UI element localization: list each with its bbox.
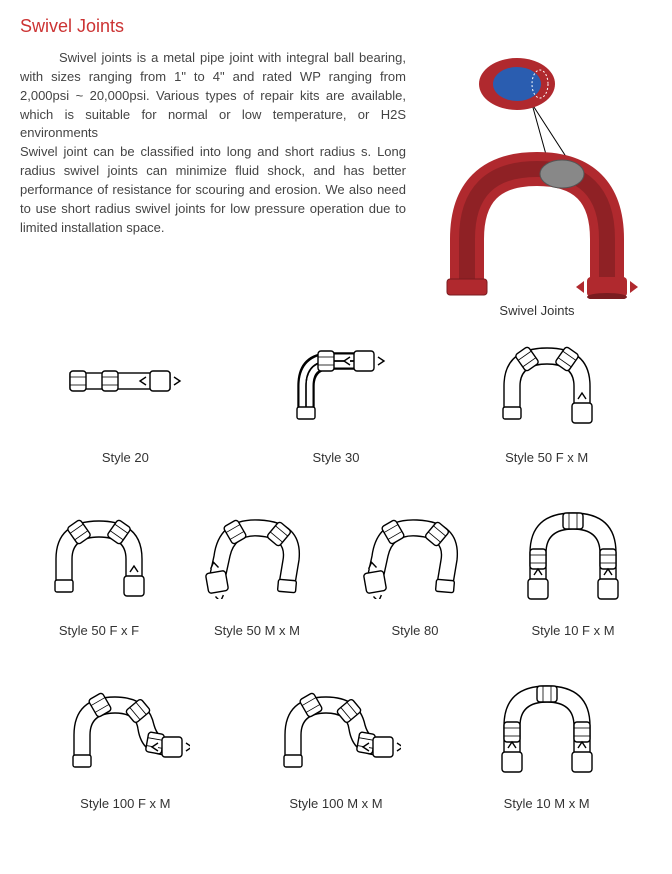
style-cell: Style 80 [336, 503, 494, 646]
style-grid-row-2: Style 50 F x F Style 50 M x M Style 80 S… [20, 503, 652, 646]
style-caption: Style 10 M x M [504, 796, 590, 811]
style-cell: Style 10 F x M [494, 503, 652, 646]
hero-caption: Swivel Joints [499, 303, 574, 318]
style-caption: Style 50 M x M [214, 623, 300, 638]
style-cell: Style 20 [20, 330, 231, 473]
style-cell: Style 100 M x M [231, 676, 442, 819]
style-grid-row-3: Style 100 F x M Style 100 M x M Style 10… [20, 676, 652, 819]
style-caption: Style 30 [313, 450, 360, 465]
style-caption: Style 50 F x F [59, 623, 139, 638]
intro-text: Swivel joints is a metal pipe joint with… [20, 49, 406, 318]
style-drawing [271, 684, 401, 774]
style-cell: Style 50 F x F [20, 503, 178, 646]
style-caption: Style 10 F x M [531, 623, 614, 638]
hero-illustration [422, 49, 652, 299]
style-cell: Style 100 F x M [20, 676, 231, 819]
style-caption: Style 100 F x M [80, 796, 170, 811]
style-drawing [513, 511, 633, 601]
intro-paragraph-1: Swivel joints is a metal pipe joint with… [20, 49, 406, 143]
style-drawing [39, 511, 159, 601]
style-drawing [487, 338, 607, 428]
style-drawing [60, 684, 190, 774]
page-title: Swivel Joints [20, 16, 652, 37]
style-caption: Style 100 M x M [289, 796, 382, 811]
style-cell: Style 50 M x M [178, 503, 336, 646]
hero-figure: Swivel Joints [422, 49, 652, 318]
style-drawing [487, 684, 607, 774]
intro-row: Swivel joints is a metal pipe joint with… [20, 49, 652, 318]
style-cell: Style 50 F x M [441, 330, 652, 473]
style-drawing [355, 511, 475, 601]
style-drawing [197, 511, 317, 601]
style-caption: Style 80 [392, 623, 439, 638]
style-cell: Style 30 [231, 330, 442, 473]
style-caption: Style 20 [102, 450, 149, 465]
style-drawing [60, 338, 190, 428]
style-caption: Style 50 F x M [505, 450, 588, 465]
style-cell: Style 10 M x M [441, 676, 652, 819]
style-drawing [276, 338, 396, 428]
intro-paragraph-2: Swivel joint can be classified into long… [20, 143, 406, 237]
style-grid-row-1: Style 20 Style 30 Style 50 F x M [20, 330, 652, 473]
